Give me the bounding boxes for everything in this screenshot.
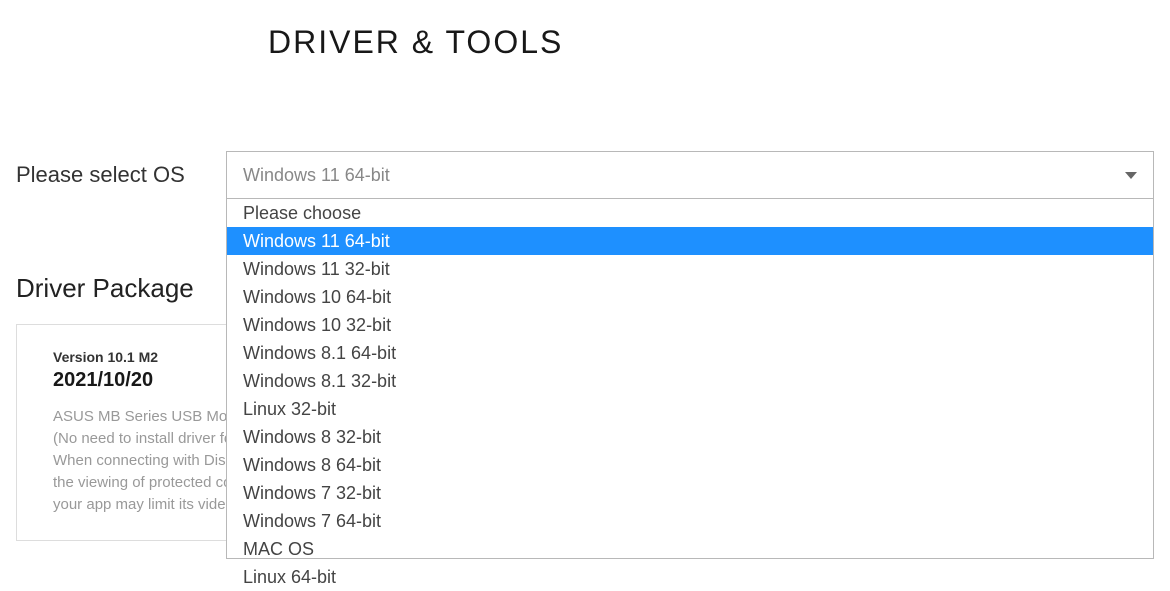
os-select-wrap: Windows 11 64-bit Please chooseWindows 1… [226,151,1154,199]
os-option[interactable]: Windows 11 64-bit [227,227,1153,255]
os-label: Please select OS [16,162,226,188]
os-option[interactable]: Windows 8.1 32-bit [227,367,1153,395]
os-option[interactable]: Linux 32-bit [227,395,1153,423]
page-title: DRIVER & TOOLS [268,24,1170,61]
os-selector-row: Please select OS Windows 11 64-bit Pleas… [16,151,1170,199]
os-option[interactable]: Linux 64-bit [227,563,1153,591]
os-option[interactable]: Windows 10 32-bit [227,311,1153,339]
os-option[interactable]: Please choose [227,199,1153,227]
os-option[interactable]: Windows 8 32-bit [227,423,1153,451]
os-option[interactable]: Windows 10 64-bit [227,283,1153,311]
os-option[interactable]: Windows 7 64-bit [227,507,1153,535]
os-select[interactable]: Windows 11 64-bit [226,151,1154,199]
os-option[interactable]: MAC OS [227,535,1153,563]
os-option[interactable]: Windows 8 64-bit [227,451,1153,479]
chevron-down-icon [1125,172,1137,179]
os-option[interactable]: Windows 8.1 64-bit [227,339,1153,367]
os-option[interactable]: Windows 7 32-bit [227,479,1153,507]
os-dropdown: Please chooseWindows 11 64-bitWindows 11… [226,199,1154,559]
os-option[interactable]: Windows 11 32-bit [227,255,1153,283]
os-select-value: Windows 11 64-bit [243,165,390,186]
